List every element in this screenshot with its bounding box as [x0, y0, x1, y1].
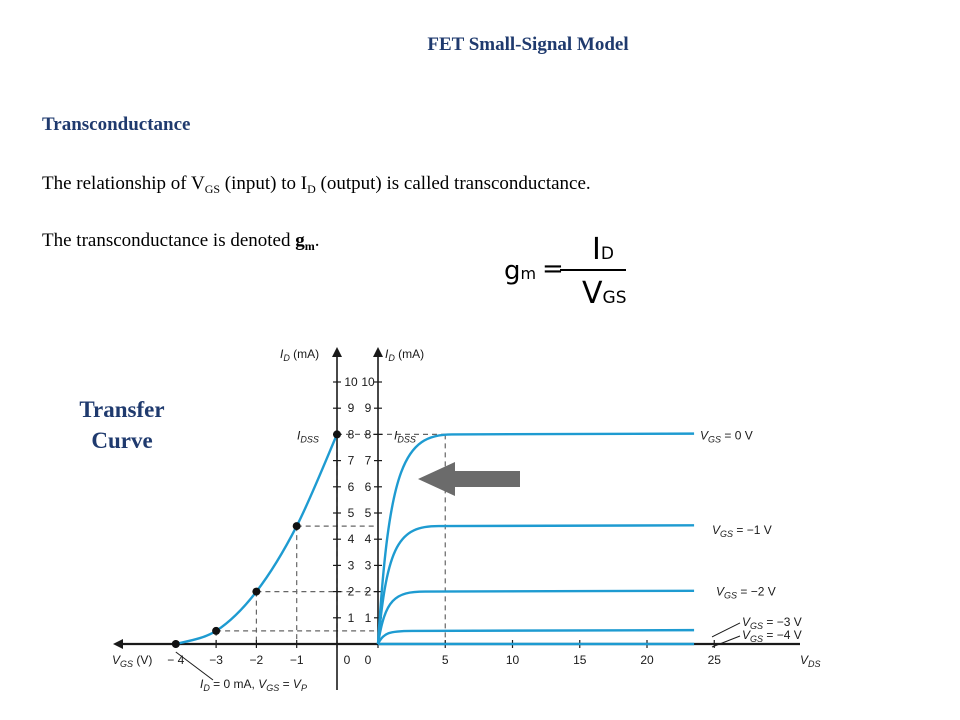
drain-y-tick-label: 6	[365, 480, 372, 494]
transfer-y-tick-label: 2	[348, 585, 355, 599]
transfer-y-tick-label: 6	[348, 480, 355, 494]
vgs-curve-label: VGS = −1 V	[712, 523, 772, 539]
transfer-y-tick-label: 7	[348, 454, 355, 468]
transfer-y-tick-label: 4	[348, 532, 355, 546]
vgs-curve-label: VGS = −3 V	[742, 615, 802, 631]
pinchoff-label: ID = 0 mA, VGS = VP	[200, 677, 307, 693]
drain-curve	[376, 628, 695, 645]
line2-text: The transconductance is denoted	[42, 230, 296, 251]
line1-text-a: The relationship of V	[42, 173, 205, 194]
transconductance-formula: gm = ID VGS	[504, 232, 644, 316]
drain-x-tick-label: 25	[708, 653, 722, 667]
transfer-point	[252, 587, 261, 596]
idss-label-transfer: IDSS	[297, 428, 319, 444]
formula-denominator: VGS	[582, 276, 627, 311]
drain-x-tick-label: 5	[442, 653, 449, 667]
label-leader	[711, 635, 741, 648]
drain-x-tick-label: 0	[365, 653, 372, 667]
line1-sub-d: D	[307, 182, 316, 196]
transfer-x-axis-label: VGS (V)	[112, 653, 152, 669]
drain-curve	[376, 432, 695, 645]
drain-y-tick-label: 3	[365, 558, 372, 572]
drain-y-tick-label: 2	[365, 585, 372, 599]
drain-x-tick-label: 20	[640, 653, 654, 667]
transfer-point	[333, 430, 341, 439]
page-title: FET Small-Signal Model	[427, 34, 629, 55]
transfer-y-tick-label: 9	[348, 401, 355, 415]
transfer-x-tick-label: 0	[344, 653, 351, 667]
label-leader	[711, 622, 741, 638]
drain-x-axis-label: VDS	[800, 653, 821, 669]
line1-text-c: (output) is called transconductance.	[315, 173, 591, 194]
drain-y-tick-label: 4	[365, 532, 372, 546]
formula-lhs: gm	[504, 256, 537, 286]
transfer-curve-label: Transfer Curve	[79, 397, 165, 453]
line1-sub-gs: GS	[204, 182, 221, 196]
transfer-y-tick-label: 5	[348, 506, 355, 520]
drain-x-tick-label: 10	[506, 653, 520, 667]
transfer-point	[171, 640, 180, 648]
drain-curve	[376, 589, 695, 645]
drain-y-tick-label: 10	[361, 375, 375, 389]
transfer-y-tick-label: 3	[348, 558, 355, 572]
drain-y-axis-label: ID (mA)	[385, 347, 424, 363]
transfer-y-tick-label: 1	[348, 611, 355, 625]
line1-text-b: (input) to I	[220, 173, 308, 194]
drain-x-tick-label: 15	[573, 653, 587, 667]
formula-equals: =	[542, 254, 564, 284]
pinchoff-leader	[175, 651, 214, 681]
vgs-curve-label: VGS = −4 V	[742, 628, 802, 644]
drain-y-tick-label: 8	[365, 427, 372, 441]
transfer-y-tick-label: 10	[344, 375, 358, 389]
idss-label-drain: IDSS	[394, 428, 416, 444]
drain-y-tick-label: 1	[365, 611, 372, 625]
transfer-y-tick-label: 8	[348, 427, 355, 441]
gm-symbol-sub: m	[304, 239, 315, 253]
drain-curve	[376, 524, 695, 645]
gm-symbol: g	[295, 230, 305, 251]
transfer-x-tick-label: −2	[250, 653, 264, 667]
transfer-y-axis-label: ID (mA)	[280, 347, 319, 363]
left-arrow-icon	[418, 462, 520, 496]
fraction-bar	[560, 269, 626, 271]
drain-y-tick-label: 7	[365, 454, 372, 468]
transfer-point	[292, 522, 301, 531]
vgs-curve-label: VGS = −2 V	[716, 585, 776, 601]
drain-y-tick-label: 9	[365, 401, 372, 415]
line2-end: .	[314, 230, 320, 251]
transfer-curve	[175, 433, 339, 646]
formula-numerator: ID	[592, 232, 614, 267]
transconductance-symbol-text: The transconductance is denoted gm.	[42, 230, 319, 252]
transconductance-definition: The relationship of VGS (input) to ID (o…	[42, 173, 591, 195]
transfer-x-tick-label: − 4	[167, 653, 184, 667]
section-subtitle: Transconductance	[42, 114, 191, 135]
transfer-x-tick-label: −3	[209, 653, 223, 667]
transfer-x-tick-label: −1	[290, 653, 304, 667]
vgs-curve-label: VGS = 0 V	[700, 428, 753, 444]
drain-y-tick-label: 5	[365, 506, 372, 520]
transfer-point	[212, 626, 221, 635]
